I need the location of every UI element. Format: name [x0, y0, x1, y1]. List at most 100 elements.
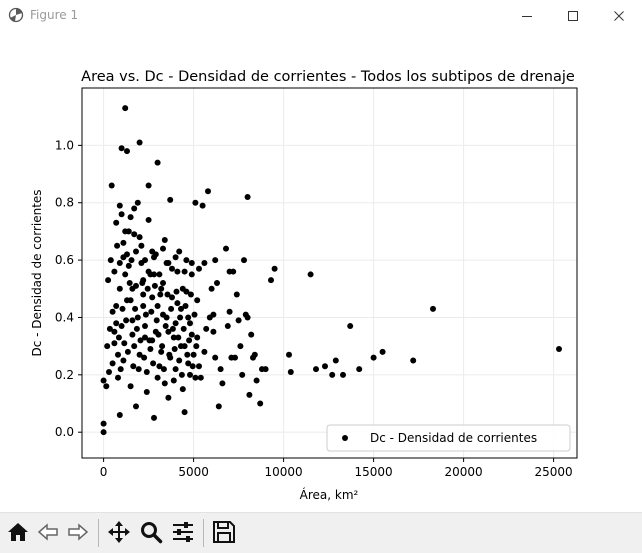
- navigation-toolbar: [0, 512, 642, 553]
- scatter-point: [111, 328, 118, 335]
- scatter-point: [122, 271, 129, 278]
- scatter-point: [307, 271, 314, 278]
- x-axis-ticks: 0 5000 10000 15000 20000 25000: [100, 458, 573, 479]
- scatter-point: [103, 383, 110, 390]
- close-button[interactable]: [596, 0, 642, 31]
- scatter-point: [156, 271, 163, 278]
- minimize-icon: [522, 15, 532, 17]
- scatter-point: [158, 348, 165, 355]
- scatter-point: [114, 242, 121, 249]
- scatter-point: [176, 248, 183, 255]
- scatter-point: [133, 403, 139, 410]
- zoom-button[interactable]: [136, 517, 166, 547]
- scatter-point: [154, 374, 161, 381]
- scatter-point: [199, 202, 206, 209]
- scatter-point: [167, 196, 174, 203]
- scatter-point: [169, 265, 175, 272]
- scatter-point: [178, 305, 184, 312]
- scatter-point: [174, 300, 181, 307]
- home-icon: [8, 523, 28, 541]
- scatter-point: [100, 429, 107, 436]
- y-tick-label: 1.0: [55, 138, 74, 152]
- scatter-point: [158, 285, 165, 292]
- scatter-point: [136, 351, 143, 358]
- scatter-point: [151, 271, 157, 278]
- scatter-point: [109, 308, 116, 315]
- pan-button[interactable]: [104, 517, 134, 547]
- scatter-point: [250, 354, 256, 361]
- scatter-point: [165, 394, 172, 401]
- scatter-point: [165, 328, 172, 335]
- scatter-point: [175, 334, 182, 341]
- scatter-point: [122, 228, 129, 235]
- scatter-point: [322, 363, 328, 370]
- scatter-point: [113, 320, 120, 327]
- forward-button[interactable]: [63, 517, 93, 547]
- scatter-point: [168, 305, 175, 312]
- minimize-button[interactable]: [504, 0, 550, 31]
- scatter-point: [118, 211, 125, 218]
- scatter-point: [136, 234, 143, 241]
- home-button[interactable]: [3, 517, 33, 547]
- scatter-point: [153, 317, 160, 324]
- scatter-point: [208, 285, 215, 292]
- scatter-point: [151, 254, 157, 261]
- figure-canvas[interactable]: Area vs. Dc - Densidad de corrientes - T…: [0, 31, 642, 510]
- scatter-point: [140, 277, 147, 284]
- scatter-point: [201, 348, 208, 355]
- scatter-point: [271, 265, 278, 272]
- scatter-point: [183, 257, 190, 264]
- scatter-point: [123, 317, 130, 324]
- scatter-point: [131, 205, 138, 212]
- scatter-point: [106, 368, 112, 375]
- x-axis-label: Área, km²: [300, 487, 359, 502]
- plot-area-frame: [81, 87, 578, 459]
- scatter-point: [135, 366, 142, 373]
- scatter-point: [181, 343, 188, 350]
- legend-entry-label: Dc - Densidad de corrientes: [370, 431, 537, 445]
- scatter-point: [133, 325, 140, 332]
- scatter-point: [116, 259, 123, 266]
- scatter-point: [206, 314, 213, 321]
- scatter-point: [172, 366, 179, 373]
- scatter-point: [100, 420, 107, 427]
- scatter-point: [172, 254, 179, 261]
- scatter-point: [235, 317, 242, 324]
- scatter-point: [116, 285, 123, 292]
- scatter-point: [149, 248, 156, 255]
- scatter-point: [185, 360, 192, 367]
- scatter-point: [189, 363, 196, 370]
- scatter-point: [134, 199, 141, 206]
- scatter-point: [430, 305, 436, 312]
- scatter-point: [107, 257, 114, 264]
- toolbar-separator: [203, 519, 204, 547]
- window-title: Figure 1: [30, 8, 79, 22]
- scatter-point: [170, 377, 177, 384]
- forward-arrow-icon: [68, 523, 89, 541]
- back-button[interactable]: [33, 517, 63, 547]
- scatter-point: [160, 311, 166, 318]
- scatter-point: [144, 285, 151, 292]
- scatter-point: [148, 308, 155, 315]
- scatter-point: [151, 282, 158, 289]
- scatter-point: [172, 320, 179, 327]
- scatter-point: [161, 237, 168, 244]
- configure-subplots-button[interactable]: [168, 517, 198, 547]
- save-button[interactable]: [209, 517, 239, 547]
- scatter-point: [143, 368, 150, 375]
- scatter-point: [154, 159, 161, 166]
- back-arrow-icon: [37, 523, 58, 541]
- scatter-point: [181, 409, 188, 416]
- maximize-button[interactable]: [550, 0, 596, 31]
- scatter-point: [119, 305, 126, 312]
- scatter-point: [160, 366, 167, 373]
- scatter-point: [219, 380, 226, 387]
- scatter-point: [131, 343, 138, 350]
- scatter-point: [150, 360, 157, 367]
- scatter-point: [203, 325, 210, 332]
- scatter-point: [215, 403, 222, 410]
- scatter-point: [124, 251, 130, 258]
- scatter-point: [115, 334, 122, 341]
- scatter-point: [268, 277, 274, 284]
- scatter-point: [155, 331, 162, 338]
